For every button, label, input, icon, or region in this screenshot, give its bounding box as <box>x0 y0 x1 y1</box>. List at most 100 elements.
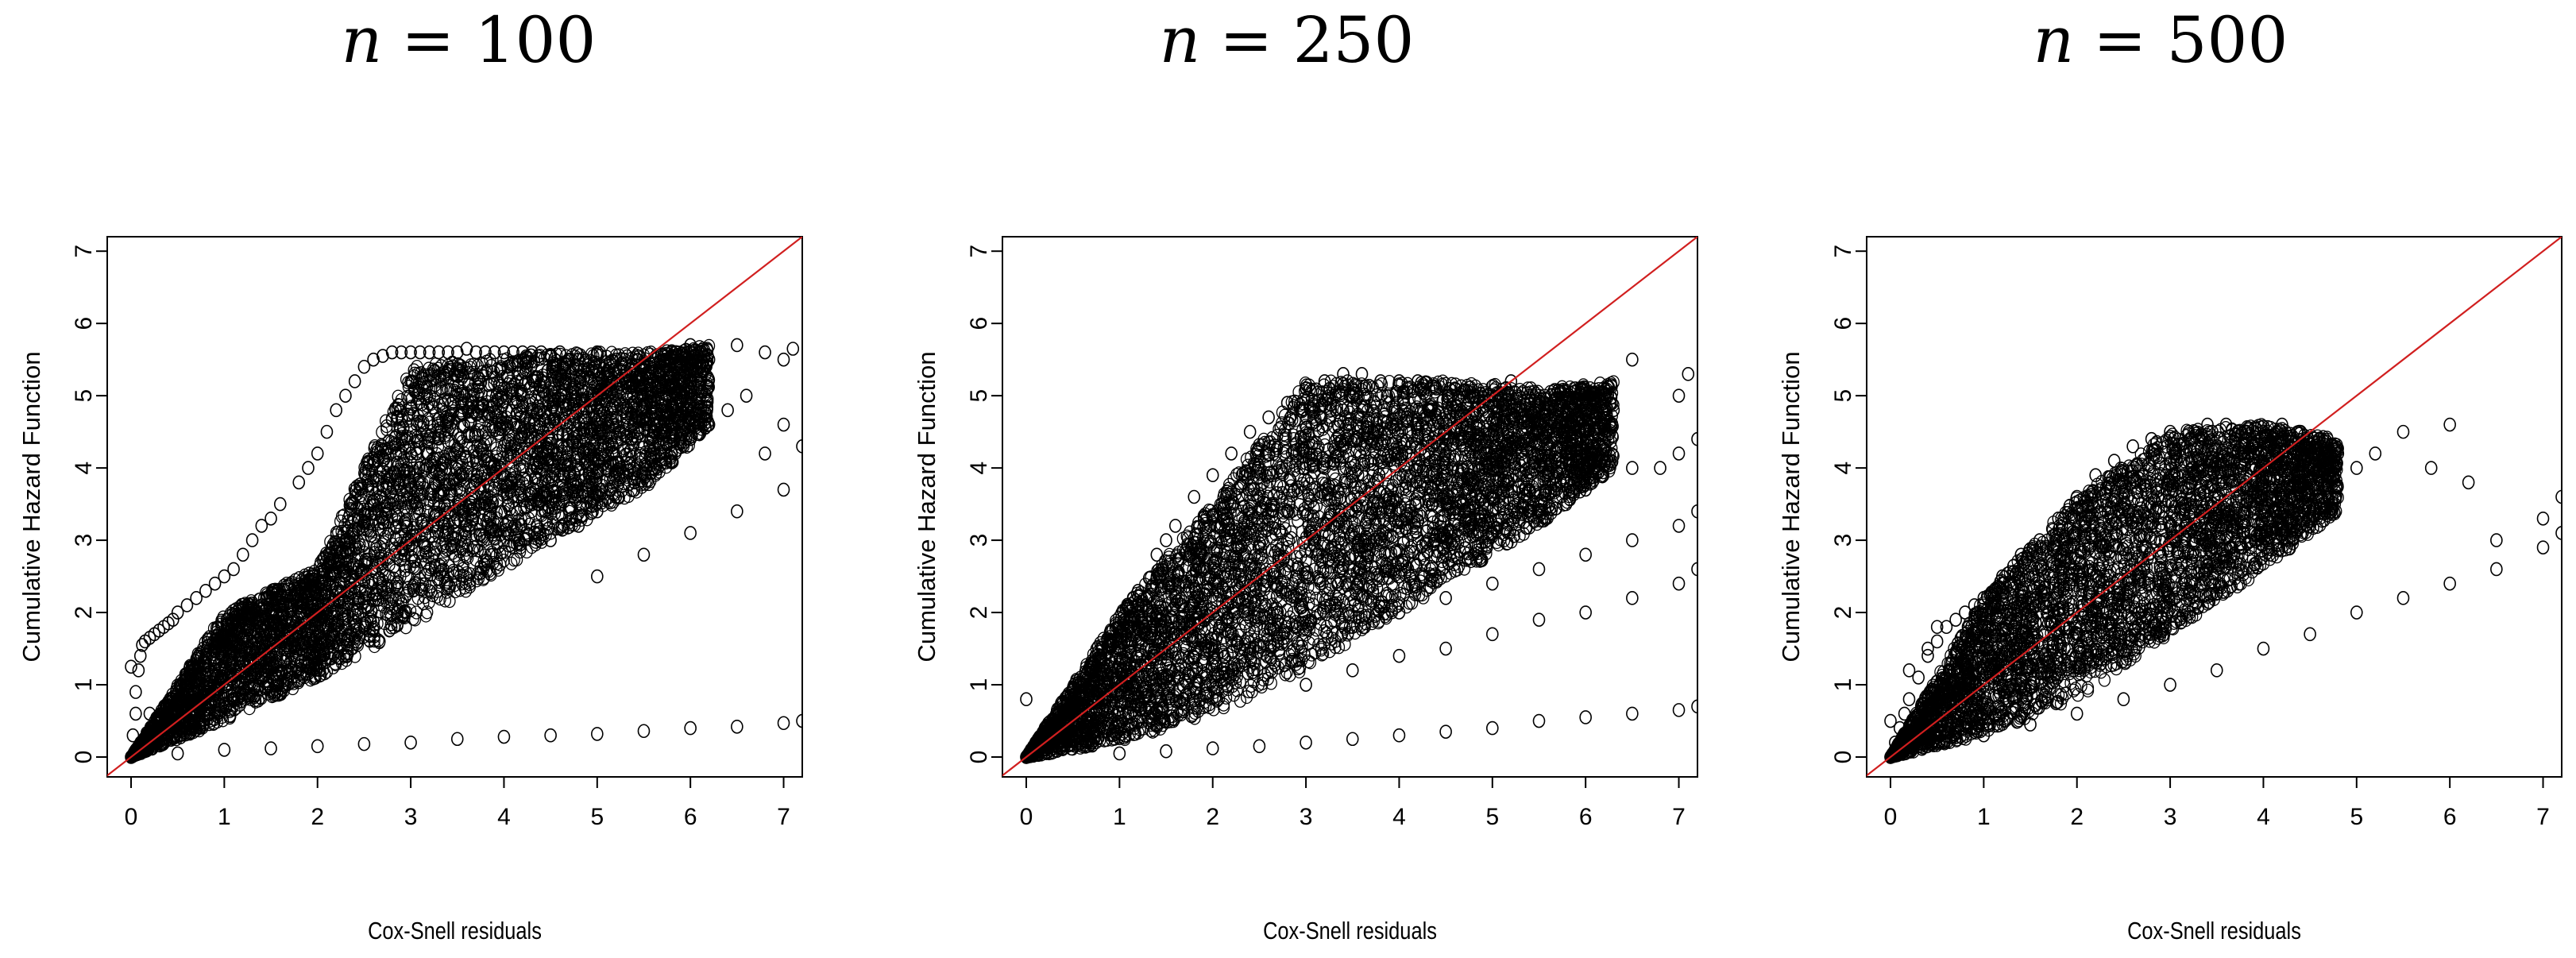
data-point <box>292 608 305 623</box>
x-axis-label: Cox-Snell residuals <box>368 917 542 945</box>
data-point <box>234 638 246 653</box>
y-tick-label: 6 <box>71 317 97 330</box>
y-axis-label: Cumulative Hazard Function <box>17 351 45 662</box>
data-point <box>252 632 265 647</box>
data-point <box>296 647 310 661</box>
data-point <box>271 583 284 597</box>
data-point <box>267 582 280 597</box>
data-point <box>276 682 289 697</box>
x-tick-label: 5 <box>590 804 604 830</box>
title-variable: n <box>342 3 383 77</box>
data-point <box>194 646 207 660</box>
data-point <box>235 666 249 680</box>
data-point <box>299 639 311 653</box>
data-point <box>226 651 238 666</box>
y-tick-label: 1 <box>71 678 97 692</box>
data-point <box>211 682 225 697</box>
data-point <box>238 597 252 611</box>
data-point <box>170 684 183 699</box>
data-point <box>241 668 253 682</box>
data-point <box>289 658 302 673</box>
x-tick-label: 3 <box>404 804 418 830</box>
data-point <box>253 651 266 666</box>
points-layer <box>125 338 802 764</box>
data-point <box>199 651 211 666</box>
data-point <box>276 664 288 679</box>
data-point <box>183 725 195 740</box>
data-point <box>264 628 276 643</box>
data-point <box>302 623 315 637</box>
data-point <box>225 688 238 702</box>
data-point <box>203 674 216 689</box>
data-point <box>255 670 268 686</box>
x-tick-label: 4 <box>497 804 511 830</box>
data-point <box>223 632 236 647</box>
data-point <box>266 684 280 698</box>
data-point <box>293 598 307 612</box>
data-point <box>216 713 230 728</box>
data-point <box>295 595 308 610</box>
data-point <box>151 717 164 731</box>
data-point <box>247 679 261 694</box>
data-point <box>183 662 196 676</box>
data-point <box>267 587 280 601</box>
data-point <box>264 616 276 631</box>
data-point <box>281 640 294 655</box>
data-point <box>288 651 301 666</box>
data-point <box>220 619 234 633</box>
data-point <box>229 610 242 624</box>
data-point <box>187 666 200 681</box>
x-tick-label: 2 <box>311 804 324 830</box>
data-point <box>265 650 279 664</box>
data-point <box>245 616 258 631</box>
data-point <box>248 637 261 651</box>
y-tick-label: 2 <box>71 606 97 620</box>
data-point <box>243 701 256 716</box>
x-tick-label: 0 <box>125 804 138 830</box>
data-point <box>224 673 238 688</box>
data-point <box>241 601 254 615</box>
data-point <box>229 617 241 632</box>
data-point <box>241 607 254 621</box>
data-point <box>201 689 214 703</box>
data-point <box>226 672 239 686</box>
data-point <box>192 719 205 734</box>
y-tick-label: 0 <box>71 751 97 764</box>
data-point <box>294 589 307 603</box>
y-tick-label: 3 <box>71 534 97 547</box>
data-point <box>276 597 289 612</box>
data-point <box>295 641 308 655</box>
x-tick-label: 1 <box>218 804 231 830</box>
data-point <box>241 640 254 655</box>
data-point <box>280 648 293 662</box>
plot-frame <box>106 236 803 778</box>
data-point <box>244 609 257 624</box>
data-point <box>283 625 295 639</box>
data-point <box>262 678 275 693</box>
data-point <box>143 736 156 750</box>
data-point <box>300 666 313 681</box>
data-point <box>251 642 264 656</box>
data-point <box>226 604 240 618</box>
data-point <box>159 734 172 749</box>
x-tick-label: 6 <box>684 804 697 830</box>
y-tick-label: 7 <box>71 245 97 258</box>
data-point <box>230 701 243 715</box>
data-point <box>169 716 182 730</box>
x-tick-label: 7 <box>777 804 790 830</box>
data-point <box>284 577 298 591</box>
data-point <box>233 663 245 678</box>
data-point <box>179 709 192 724</box>
data-point <box>301 659 315 673</box>
data-point <box>126 748 139 763</box>
data-point <box>191 685 205 699</box>
title-equation: = 100 <box>401 3 596 77</box>
data-point <box>255 691 268 705</box>
data-point <box>243 633 256 647</box>
data-point <box>185 722 199 736</box>
data-point <box>223 704 236 719</box>
y-tick-label: 5 <box>71 389 97 403</box>
data-point <box>202 633 214 647</box>
